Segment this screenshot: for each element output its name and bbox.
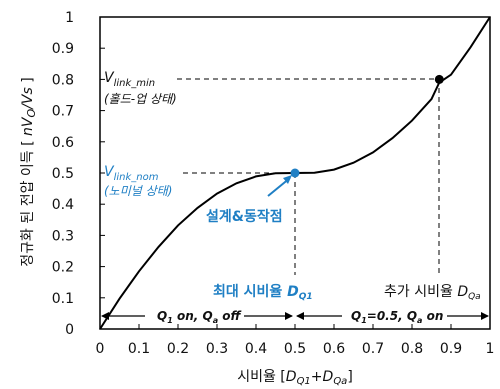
x-tick-label: 0	[96, 341, 105, 357]
operating-point-marker	[290, 168, 300, 178]
x-tick-label: 0.2	[167, 341, 189, 357]
design-point-arrowhead	[283, 175, 292, 184]
x-tick-label: 0.6	[323, 341, 345, 357]
x-tick-label: 0.7	[362, 341, 384, 357]
y-axis-label: 정규화 된 전압 이득 [ nVO/Vs ]	[20, 77, 38, 266]
region-right-arrowhead-l	[296, 312, 304, 320]
y-tick-label: 0.5	[52, 166, 74, 182]
y-tick-label: 0	[65, 322, 74, 338]
x-tick-label: 0.8	[401, 341, 423, 357]
vmin-label: Vlink_min	[104, 70, 155, 89]
x-tick-label: 0.3	[206, 341, 228, 357]
region-right-label: Q1=0.5, Qa on	[351, 309, 443, 325]
region-right-arrowhead-r	[481, 312, 489, 320]
y-tick-label: 0.4	[52, 197, 74, 213]
vnom-note: (노미널 상태)	[104, 184, 172, 198]
extra-duty-label: 추가 시비율 DQa	[384, 284, 481, 302]
x-tick-label: 0.4	[245, 341, 267, 357]
vmin-note: (홀드-업 상태)	[104, 92, 177, 106]
region-left-arrowhead-l	[101, 312, 109, 320]
y-tick-label: 0.6	[52, 135, 74, 151]
x-tick-label: 1	[486, 341, 495, 357]
x-tick-label: 0.1	[128, 341, 150, 357]
y-tick-label: 0.9	[52, 41, 74, 57]
y-tick-label: 0.8	[52, 72, 74, 88]
y-tick-label: 0.2	[52, 260, 74, 276]
y-tick-label: 0.3	[52, 228, 74, 244]
y-tick-label: 1	[65, 10, 74, 26]
vnom-label: Vlink_nom	[104, 164, 159, 183]
x-tick-label: 0.5	[284, 341, 306, 357]
y-tick-label: 0.7	[52, 104, 74, 120]
operating-point-marker	[434, 74, 444, 84]
y-tick-label: 0.1	[52, 291, 74, 307]
region-left-label: Q1 on, Qa off	[157, 309, 242, 325]
x-tick-label: 0.9	[440, 341, 462, 357]
max-duty-label: 최대 시비율 DQ1	[213, 283, 313, 302]
gain-curve	[99, 16, 491, 330]
design-point-label: 설계&동작점	[206, 208, 283, 225]
x-axis-label: 시비율 [DQ1+DQa]	[237, 369, 353, 387]
region-left-arrowhead-r	[285, 312, 293, 320]
